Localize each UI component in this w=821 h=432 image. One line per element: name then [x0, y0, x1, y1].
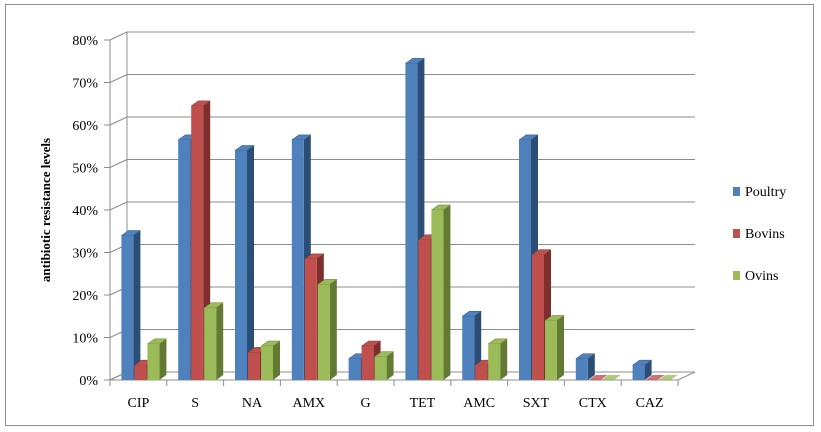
legend: Poultry Bovins Ovins [733, 185, 786, 284]
bar-front [545, 320, 557, 380]
bar [461, 311, 482, 380]
y-tick-label: 40% [72, 204, 98, 219]
bar-front [575, 358, 588, 380]
bar-side [443, 205, 451, 380]
bar [317, 279, 338, 380]
bar-front [134, 365, 147, 380]
bar [120, 230, 142, 380]
bar-front [431, 210, 444, 380]
bar-top [658, 375, 678, 380]
bar-front [488, 343, 501, 380]
bar-front [204, 307, 217, 380]
legend-swatch [733, 271, 740, 280]
bar [544, 315, 565, 380]
bar [601, 375, 621, 380]
bar [645, 375, 665, 380]
bar-front [121, 235, 134, 380]
bar [234, 145, 255, 380]
legend-item: Bovins [733, 227, 785, 242]
gridline-side [109, 201, 128, 211]
x-tick-label: CIP [128, 396, 150, 411]
bar-front [304, 258, 317, 380]
legend-label: Bovins [745, 227, 785, 242]
legend-label: Ovins [745, 269, 778, 284]
legend-item: Poultry [733, 185, 786, 200]
bar [575, 353, 596, 380]
bar-front [519, 139, 531, 380]
x-tick-label: S [191, 396, 199, 411]
bar-top [588, 375, 608, 380]
bar-side [247, 145, 254, 380]
bar-side [644, 360, 652, 380]
bar-top [601, 375, 621, 380]
legend-swatch [733, 229, 740, 238]
x-tick-label: SXT [523, 396, 550, 411]
bar-front [532, 254, 544, 380]
bar-side [386, 351, 394, 380]
y-axis-label: antibiotic resistance levels [38, 138, 53, 282]
bar-side [587, 353, 595, 380]
x-tick-label: TET [410, 396, 436, 411]
bar [373, 351, 395, 380]
gridline-side [109, 116, 128, 126]
bar [203, 302, 224, 380]
y-tick-label: 0% [79, 374, 98, 389]
bar [146, 338, 168, 380]
bar-front [178, 139, 191, 380]
bar-front [462, 316, 475, 380]
legend-swatch [733, 187, 740, 196]
bar-front [147, 343, 160, 380]
y-tick-label: 10% [72, 332, 98, 347]
x-tick-label: NA [242, 396, 263, 411]
bar [588, 375, 608, 380]
bar [430, 204, 452, 380]
gridline-side [109, 31, 128, 41]
bar-side [500, 338, 508, 380]
bars [120, 58, 678, 380]
gridline-side [109, 74, 128, 83]
gridline-side [109, 159, 128, 168]
bar-side [329, 279, 337, 380]
bar-front [405, 63, 418, 380]
bar-front [475, 365, 488, 380]
y-tick-label: 70% [72, 77, 98, 92]
y-tick-label: 80% [72, 34, 98, 49]
bar-front [361, 346, 374, 380]
x-tick-label: G [361, 396, 371, 411]
y-tick-label: 20% [72, 289, 98, 304]
legend-item: Ovins [733, 269, 778, 284]
y-tick-label: 30% [72, 247, 98, 262]
x-tick-label: CAZ [636, 396, 664, 411]
bar-front [248, 352, 260, 380]
bar [658, 375, 678, 380]
bar-side [133, 230, 141, 380]
x-tick-label: AMC [463, 396, 495, 411]
bar-front [418, 239, 431, 380]
bar [631, 359, 653, 380]
bar [487, 338, 508, 380]
bar-front [317, 284, 330, 380]
bar-front [348, 358, 361, 380]
x-tick-label: AMX [292, 396, 325, 411]
y-tick-label: 50% [72, 162, 98, 177]
bar-front [632, 365, 645, 380]
bar-front [374, 356, 387, 380]
bar-side [216, 302, 224, 380]
x-tick-label: CTX [579, 396, 607, 411]
legend-label: Poultry [745, 185, 786, 200]
bar-side [159, 338, 167, 380]
bar-front [191, 105, 204, 380]
bar-top [645, 375, 665, 380]
bar-front [291, 139, 304, 380]
bar-front [235, 150, 247, 380]
bar-side [273, 341, 280, 380]
bar-side [557, 315, 564, 380]
bar-front [261, 346, 273, 380]
bar [260, 340, 281, 380]
x-axis-ticks: CIP S NA AMX G TET AMC SXT CTX CAZ [128, 396, 664, 411]
y-axis-ticks: 0% 10% 20% 30% 40% 50% 60% 70% 80% [72, 34, 98, 389]
y-tick-label: 60% [72, 119, 98, 134]
